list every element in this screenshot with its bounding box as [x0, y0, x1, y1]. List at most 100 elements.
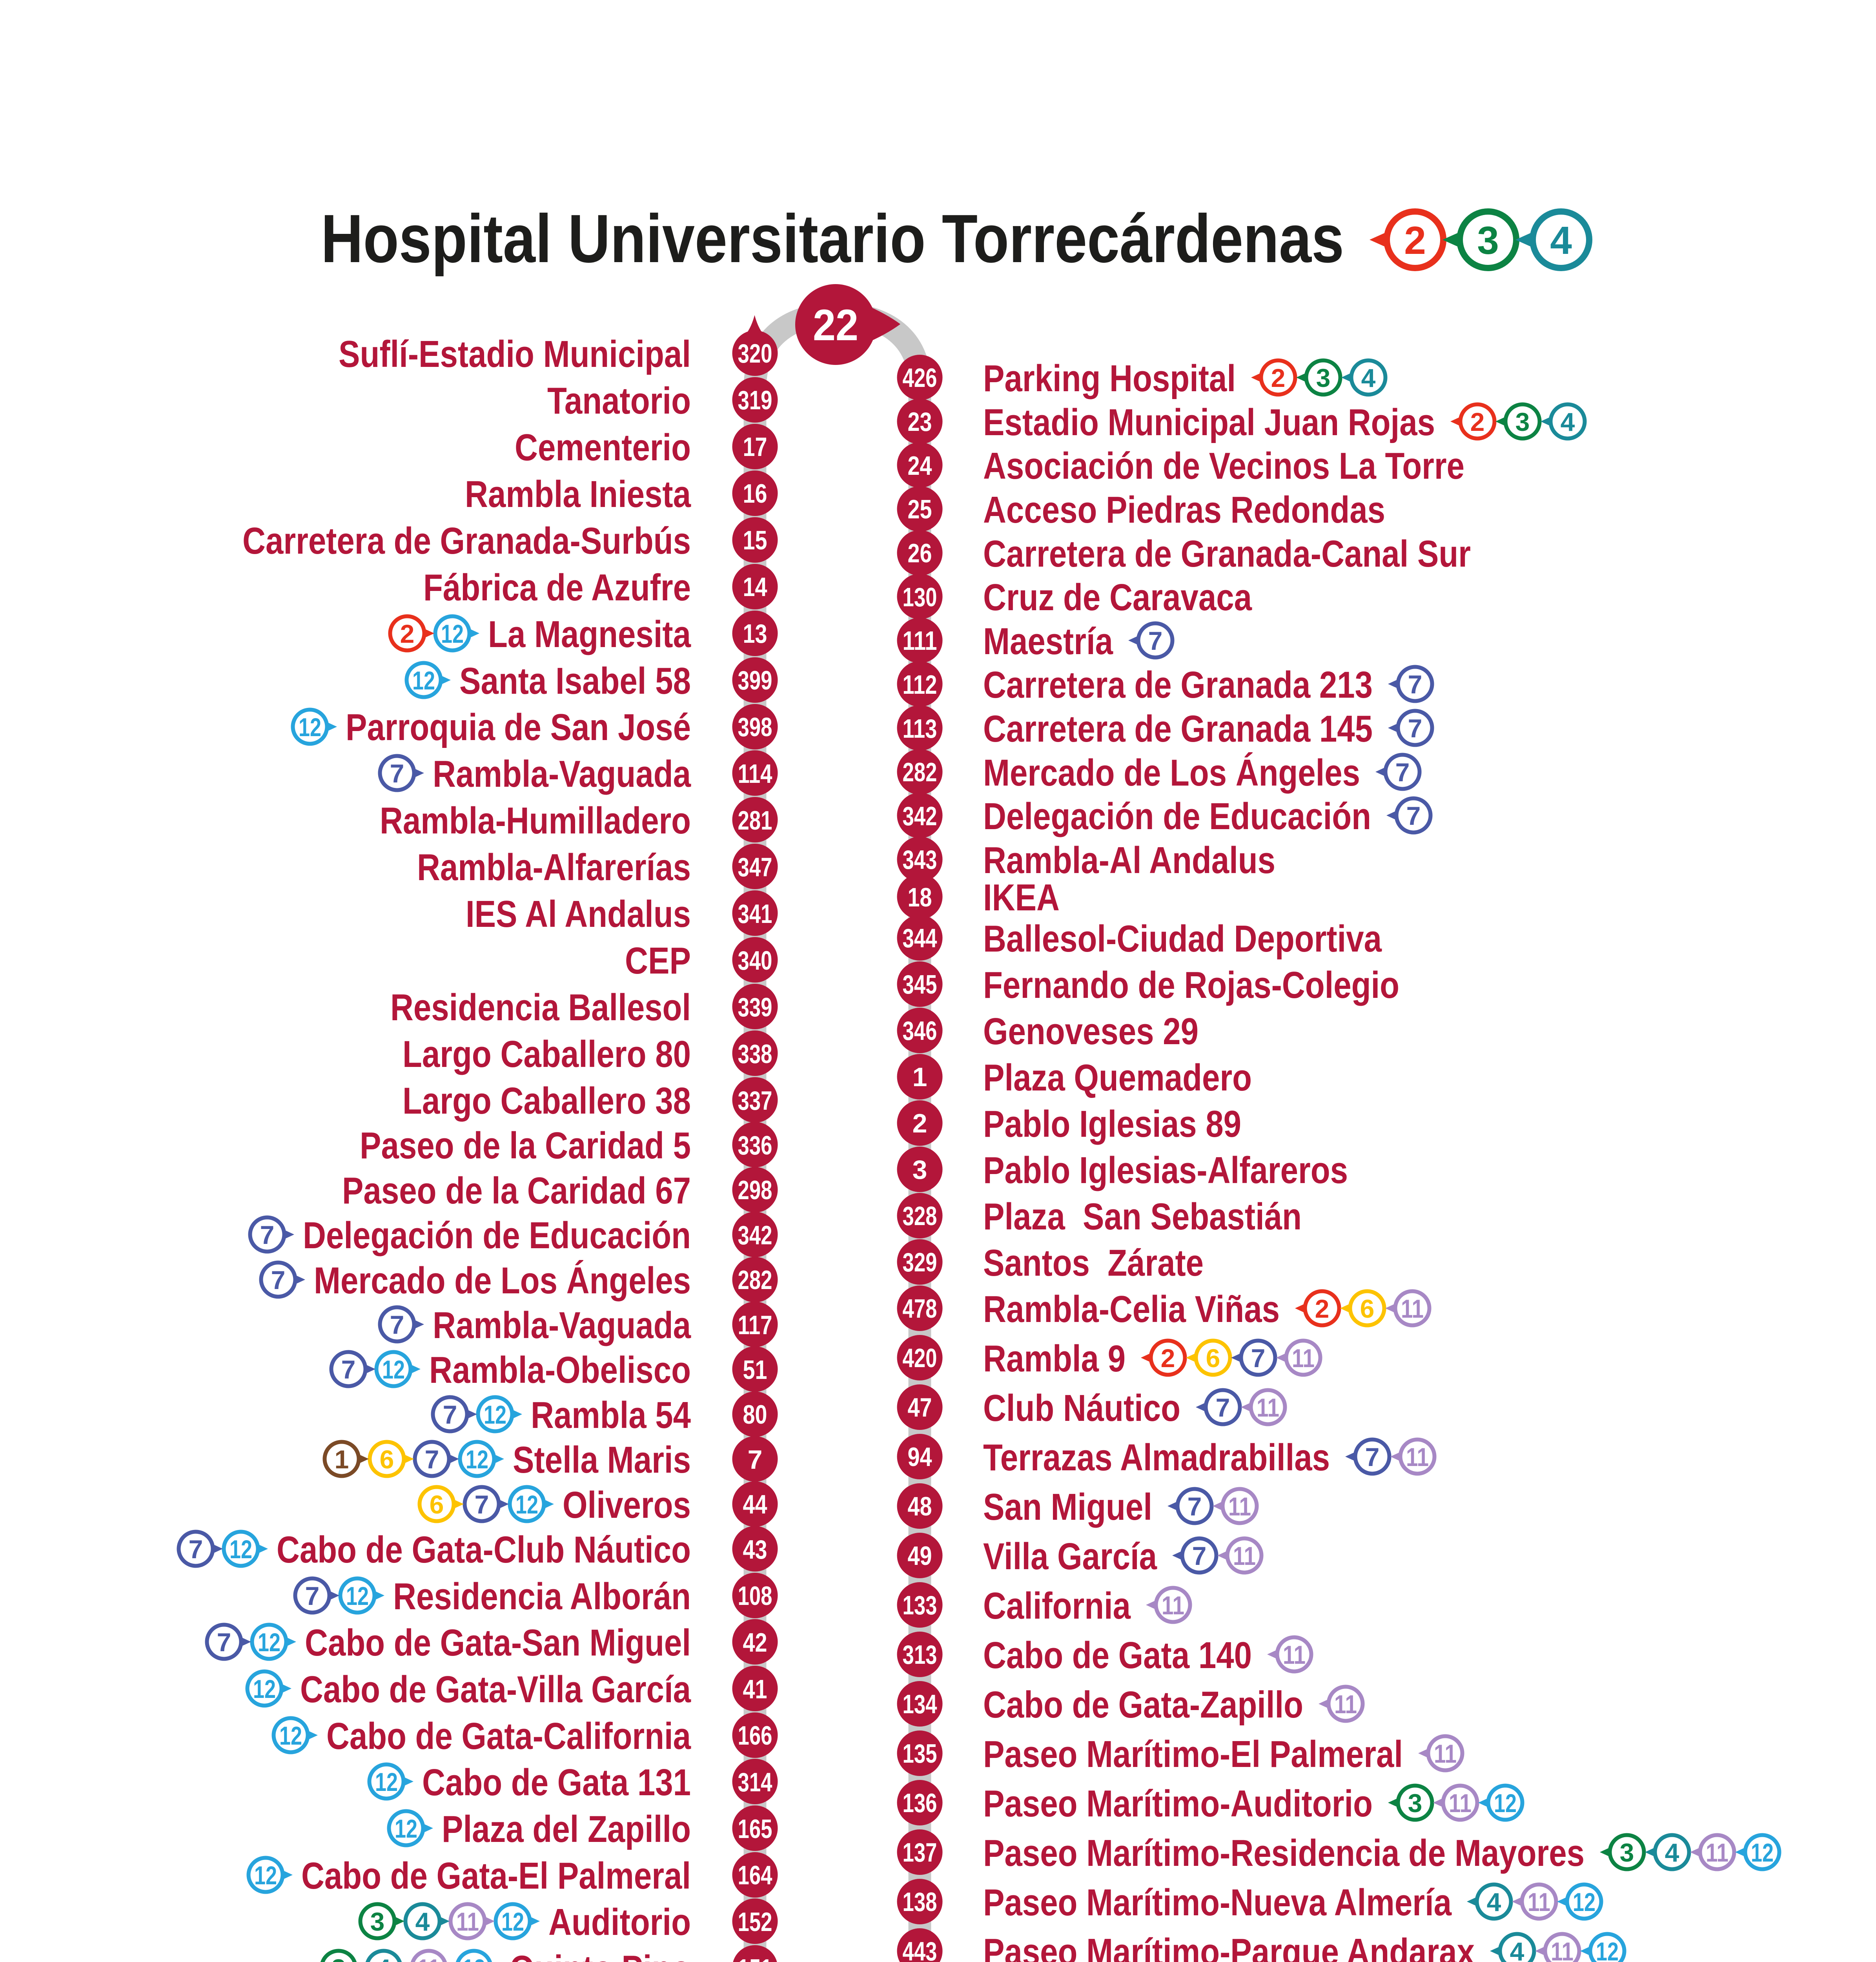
- svg-text:398: 398: [738, 712, 772, 742]
- svg-text:Santa Isabel 58: Santa Isabel 58: [459, 660, 691, 702]
- svg-text:7: 7: [1251, 1344, 1266, 1373]
- svg-text:344: 344: [903, 923, 937, 953]
- svg-text:399: 399: [738, 666, 772, 695]
- svg-text:165: 165: [738, 1814, 772, 1844]
- svg-text:Largo Caballero 38: Largo Caballero 38: [403, 1080, 691, 1122]
- svg-text:108: 108: [738, 1581, 772, 1611]
- svg-text:94: 94: [908, 1442, 932, 1472]
- svg-text:Delegación de Educación: Delegación de Educación: [303, 1214, 691, 1256]
- svg-text:3: 3: [1477, 219, 1499, 263]
- svg-text:7: 7: [1148, 626, 1163, 655]
- svg-text:12: 12: [1573, 1887, 1596, 1916]
- svg-text:Carretera de Granada-Canal Sur: Carretera de Granada-Canal Sur: [983, 533, 1471, 575]
- svg-text:Cabo de Gata 131: Cabo de Gata 131: [422, 1761, 691, 1803]
- svg-text:426: 426: [903, 363, 937, 393]
- svg-text:12: 12: [375, 1767, 398, 1796]
- svg-text:282: 282: [738, 1265, 772, 1295]
- svg-text:24: 24: [908, 451, 932, 481]
- svg-text:130: 130: [903, 582, 937, 612]
- svg-text:313: 313: [903, 1640, 937, 1670]
- svg-text:Paseo de la Caridad 5: Paseo de la Caridad 5: [360, 1125, 691, 1167]
- svg-text:340: 340: [738, 946, 772, 976]
- svg-text:13: 13: [743, 619, 767, 649]
- svg-text:112: 112: [903, 670, 937, 700]
- svg-text:7: 7: [1406, 801, 1421, 830]
- svg-text:2: 2: [1404, 219, 1426, 263]
- svg-text:11: 11: [1449, 1789, 1472, 1818]
- svg-text:11: 11: [417, 1954, 440, 1962]
- svg-text:7: 7: [341, 1355, 356, 1384]
- svg-text:Quinto Pino: Quinto Pino: [510, 1948, 691, 1962]
- svg-text:2: 2: [1161, 1344, 1175, 1373]
- svg-text:Rambla 54: Rambla 54: [531, 1394, 691, 1436]
- svg-text:11: 11: [1283, 1640, 1306, 1669]
- svg-text:345: 345: [903, 970, 937, 999]
- svg-text:6: 6: [430, 1490, 444, 1519]
- svg-text:281: 281: [738, 806, 772, 835]
- svg-text:3: 3: [913, 1155, 927, 1185]
- svg-text:111: 111: [903, 626, 937, 656]
- svg-text:314: 314: [738, 1767, 772, 1797]
- svg-text:Fábrica de Azufre: Fábrica de Azufre: [423, 567, 691, 609]
- svg-text:2: 2: [1470, 407, 1485, 436]
- svg-text:2: 2: [400, 619, 415, 648]
- svg-text:137: 137: [903, 1838, 937, 1867]
- svg-text:12: 12: [253, 1674, 276, 1703]
- svg-text:2: 2: [1271, 363, 1286, 392]
- svg-text:282: 282: [903, 757, 937, 787]
- svg-text:80: 80: [743, 1400, 767, 1430]
- svg-text:Cabo de Gata-San Miguel: Cabo de Gata-San Miguel: [305, 1622, 691, 1664]
- svg-text:328: 328: [903, 1201, 937, 1231]
- svg-text:Mercado de Los Ángeles: Mercado de Los Ángeles: [983, 752, 1360, 794]
- svg-text:420: 420: [903, 1343, 937, 1373]
- svg-text:114: 114: [738, 759, 772, 789]
- svg-text:342: 342: [738, 1220, 772, 1250]
- svg-text:Hospital Universitario Torrecá: Hospital Universitario Torrecárdenas: [321, 200, 1344, 277]
- svg-text:Terrazas Almadrabillas: Terrazas Almadrabillas: [983, 1437, 1330, 1479]
- svg-text:Plaza del Zapillo: Plaza del Zapillo: [442, 1808, 691, 1850]
- svg-text:Cabo de Gata-Villa García: Cabo de Gata-Villa García: [300, 1668, 691, 1710]
- svg-text:4: 4: [377, 1954, 391, 1962]
- svg-text:343: 343: [903, 845, 937, 875]
- svg-text:11: 11: [1401, 1294, 1424, 1323]
- svg-text:Rambla-Obelisco: Rambla-Obelisco: [429, 1349, 691, 1391]
- svg-text:Cabo de Gata-Zapillo: Cabo de Gata-Zapillo: [983, 1684, 1303, 1726]
- svg-text:Paseo Marítimo-Residencia de M: Paseo Marítimo-Residencia de Mayores: [983, 1832, 1585, 1874]
- svg-text:4: 4: [1665, 1838, 1679, 1867]
- svg-text:11: 11: [1162, 1591, 1184, 1620]
- svg-text:138: 138: [903, 1887, 937, 1917]
- svg-text:6: 6: [1360, 1294, 1375, 1323]
- svg-text:12: 12: [412, 666, 435, 695]
- svg-text:7: 7: [1395, 758, 1410, 787]
- svg-text:Maestría: Maestría: [983, 620, 1113, 662]
- svg-text:Carretera de Granada 145: Carretera de Granada 145: [983, 708, 1373, 750]
- svg-text:2: 2: [913, 1109, 927, 1138]
- svg-text:Parroquia de San José: Parroquia de San José: [346, 706, 691, 748]
- svg-text:4: 4: [1510, 1937, 1524, 1962]
- svg-text:11: 11: [1292, 1344, 1315, 1373]
- svg-text:136: 136: [903, 1788, 937, 1818]
- svg-text:Auditorio: Auditorio: [548, 1901, 691, 1943]
- svg-text:319: 319: [738, 385, 772, 415]
- svg-text:Pablo Iglesias 89: Pablo Iglesias 89: [983, 1103, 1241, 1145]
- svg-text:7: 7: [1188, 1492, 1202, 1521]
- svg-text:Genoveses 29: Genoveses 29: [983, 1010, 1198, 1052]
- svg-text:12: 12: [1751, 1838, 1774, 1867]
- svg-text:Delegación de Educación: Delegación de Educación: [983, 795, 1371, 837]
- svg-text:Cruz de Caravaca: Cruz de Caravaca: [983, 576, 1252, 618]
- svg-text:113: 113: [903, 714, 937, 744]
- svg-text:12: 12: [258, 1628, 280, 1657]
- svg-text:12: 12: [395, 1814, 417, 1843]
- svg-text:Plaza Quemadero: Plaza Quemadero: [983, 1057, 1252, 1099]
- svg-text:443: 443: [903, 1936, 937, 1962]
- svg-text:Rambla-Celia Viñas: Rambla-Celia Viñas: [983, 1288, 1280, 1330]
- svg-text:Rambla 9: Rambla 9: [983, 1338, 1126, 1380]
- svg-text:7: 7: [1365, 1442, 1380, 1472]
- svg-text:25: 25: [908, 494, 932, 524]
- svg-text:7: 7: [1216, 1393, 1230, 1422]
- svg-text:7: 7: [748, 1445, 763, 1475]
- svg-text:12: 12: [346, 1581, 369, 1610]
- svg-text:42: 42: [743, 1628, 767, 1657]
- svg-text:6: 6: [1206, 1344, 1220, 1373]
- svg-text:164: 164: [738, 1860, 772, 1890]
